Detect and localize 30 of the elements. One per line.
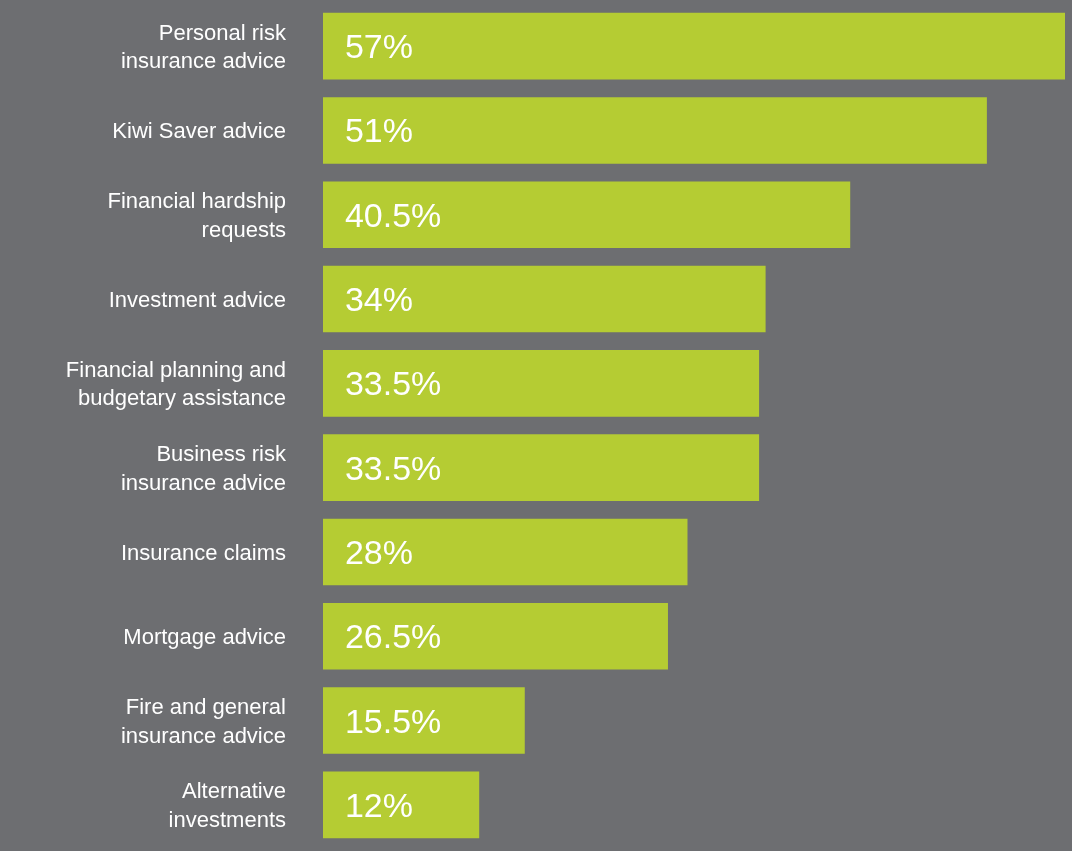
y-tick-label: Insurance claims (120, 539, 286, 565)
y-tick-label: Mortgage advice (123, 623, 286, 649)
y-tick-label: Financial hardship requests (107, 188, 286, 242)
bar (323, 434, 760, 501)
bar (323, 518, 688, 586)
y-tick-label: Kiwi Saver advice (112, 118, 286, 144)
bar (323, 602, 668, 670)
data-label: 26.5% (326, 617, 442, 656)
bar (323, 97, 987, 164)
data-label: 28% (326, 532, 413, 571)
bar (323, 181, 851, 249)
data-label: 12% (326, 785, 413, 824)
bar (323, 350, 760, 417)
data-label: 34% (326, 280, 413, 319)
y-tick-label: Financial planning and budgetary assistance (65, 356, 286, 411)
data-label: 33.5% (326, 364, 442, 403)
y-tick-label: Investment advice (108, 286, 286, 312)
bar (323, 771, 480, 839)
data-label: 40.5% (326, 195, 442, 234)
bar (323, 687, 525, 754)
y-tick-label: Personal risk insurance advice (120, 19, 287, 74)
y-tick-label: Fire and general insurance advice (120, 693, 286, 748)
data-label: 51% (326, 111, 413, 150)
y-tick-label: Alternative investments (168, 778, 286, 832)
bar (323, 265, 766, 333)
bar (323, 12, 1065, 80)
data-label: 15.5% (326, 701, 442, 740)
data-label: 57% (326, 27, 413, 66)
y-tick-label: Business risk insurance advice (120, 441, 287, 495)
data-label: 33.5% (326, 448, 442, 487)
